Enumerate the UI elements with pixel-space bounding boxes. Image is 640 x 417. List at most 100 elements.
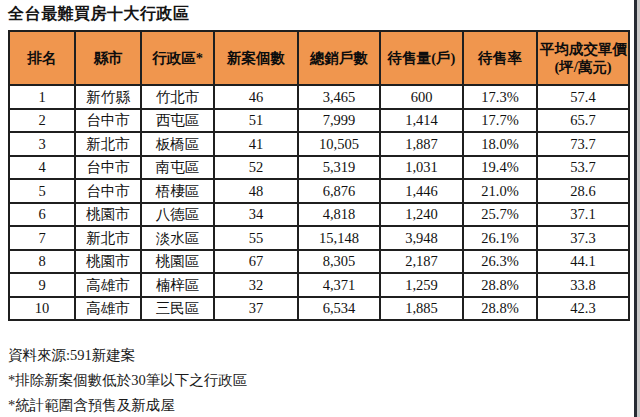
cell-unsold-rate: 18.0%: [463, 132, 537, 156]
col-header-district: 行政區*: [141, 31, 214, 85]
table-row: 5 台中市 梧棲區 48 6,876 1,446 21.0% 28.6: [9, 179, 629, 203]
cell-rank: 3: [9, 132, 75, 156]
cell-avg-price: 73.7: [537, 132, 629, 156]
cell-new-cases: 34: [214, 203, 298, 227]
cell-unsold-units: 600: [380, 85, 463, 109]
cell-rank: 9: [9, 273, 75, 297]
col-header-unsold-rate: 待售率: [463, 31, 537, 85]
cell-unsold-rate: 21.0%: [463, 179, 537, 203]
cell-new-cases: 37: [214, 297, 298, 321]
cell-avg-price: 37.3: [537, 226, 629, 250]
footnote-scope: *統計範圍含預售及新成屋: [8, 396, 175, 415]
table-row: 10 高雄市 三民區 37 6,534 1,885 28.8% 42.3: [9, 297, 629, 321]
cell-total-units: 15,148: [298, 226, 380, 250]
cell-total-units: 6,534: [298, 297, 380, 321]
cell-rank: 4: [9, 156, 75, 180]
col-header-avg-price: 平均成交單價 (坪/萬元): [537, 31, 629, 85]
cell-new-cases: 67: [214, 250, 298, 274]
col-header-sublabel: (坪/萬元): [540, 58, 626, 76]
cell-district: 楠梓區: [141, 273, 214, 297]
cell-unsold-units: 1,887: [380, 132, 463, 156]
cell-new-cases: 51: [214, 109, 298, 133]
cell-district: 淡水區: [141, 226, 214, 250]
cell-rank: 8: [9, 250, 75, 274]
col-header-label: 行政區*: [152, 50, 203, 66]
cell-new-cases: 48: [214, 179, 298, 203]
table-row: 8 桃園市 桃園區 67 8,305 2,187 26.3% 44.1: [9, 250, 629, 274]
col-header-label: 平均成交單價: [540, 40, 626, 58]
table-body: 1 新竹縣 竹北市 46 3,465 600 17.3% 57.4 2 台中市 …: [9, 85, 629, 320]
cell-district: 八德區: [141, 203, 214, 227]
table-row: 4 台中市 南屯區 52 5,319 1,031 19.4% 53.7: [9, 156, 629, 180]
cell-rank: 5: [9, 179, 75, 203]
cell-county: 新北市: [75, 226, 141, 250]
cell-district: 梧棲區: [141, 179, 214, 203]
col-header-label: 總銷戶數: [310, 50, 368, 66]
cell-unsold-rate: 17.3%: [463, 85, 537, 109]
ranking-table: 排名 縣市 行政區* 新案個數 總銷戶數 待售量(戶) 待售率 平均成交單價 (…: [8, 30, 630, 321]
cell-avg-price: 42.3: [537, 297, 629, 321]
cell-new-cases: 55: [214, 226, 298, 250]
col-header-new-cases: 新案個數: [214, 31, 298, 85]
cell-unsold-units: 1,031: [380, 156, 463, 180]
cell-new-cases: 46: [214, 85, 298, 109]
cell-total-units: 4,818: [298, 203, 380, 227]
cell-total-units: 6,876: [298, 179, 380, 203]
cell-county: 台中市: [75, 156, 141, 180]
cell-unsold-rate: 28.8%: [463, 297, 537, 321]
cell-total-units: 4,371: [298, 273, 380, 297]
cell-unsold-units: 1,240: [380, 203, 463, 227]
col-header-county: 縣市: [75, 31, 141, 85]
cell-unsold-rate: 25.7%: [463, 203, 537, 227]
col-header-rank: 排名: [9, 31, 75, 85]
cell-district: 板橋區: [141, 132, 214, 156]
footnote-exclusion: *排除新案個數低於30筆以下之行政區: [8, 371, 247, 390]
cell-total-units: 10,505: [298, 132, 380, 156]
col-header-label: 待售量(戶): [388, 50, 456, 66]
header-row: 排名 縣市 行政區* 新案個數 總銷戶數 待售量(戶) 待售率 平均成交單價 (…: [9, 31, 629, 85]
col-header-unsold-units: 待售量(戶): [380, 31, 463, 85]
col-header-label: 縣市: [94, 50, 123, 66]
cell-total-units: 8,305: [298, 250, 380, 274]
cell-avg-price: 37.1: [537, 203, 629, 227]
cell-new-cases: 32: [214, 273, 298, 297]
cell-new-cases: 41: [214, 132, 298, 156]
cell-county: 高雄市: [75, 297, 141, 321]
cell-avg-price: 53.7: [537, 156, 629, 180]
cell-county: 新竹縣: [75, 85, 141, 109]
cell-unsold-units: 1,885: [380, 297, 463, 321]
cell-county: 高雄市: [75, 273, 141, 297]
col-header-label: 新案個數: [227, 50, 285, 66]
cell-avg-price: 33.8: [537, 273, 629, 297]
cell-district: 西屯區: [141, 109, 214, 133]
cell-avg-price: 28.6: [537, 179, 629, 203]
table-row: 9 高雄市 楠梓區 32 4,371 1,259 28.8% 33.8: [9, 273, 629, 297]
cell-avg-price: 44.1: [537, 250, 629, 274]
cell-county: 台中市: [75, 109, 141, 133]
cell-total-units: 7,999: [298, 109, 380, 133]
cell-unsold-units: 1,259: [380, 273, 463, 297]
cell-unsold-units: 1,446: [380, 179, 463, 203]
table-row: 1 新竹縣 竹北市 46 3,465 600 17.3% 57.4: [9, 85, 629, 109]
table-row: 6 桃園市 八德區 34 4,818 1,240 25.7% 37.1: [9, 203, 629, 227]
cell-total-units: 5,319: [298, 156, 380, 180]
cell-total-units: 3,465: [298, 85, 380, 109]
cell-district: 南屯區: [141, 156, 214, 180]
cell-new-cases: 52: [214, 156, 298, 180]
cell-rank: 1: [9, 85, 75, 109]
cell-rank: 10: [9, 297, 75, 321]
col-header-label: 待售率: [478, 50, 522, 66]
cell-unsold-units: 2,187: [380, 250, 463, 274]
cell-unsold-units: 1,414: [380, 109, 463, 133]
cell-rank: 7: [9, 226, 75, 250]
cell-rank: 6: [9, 203, 75, 227]
cell-district: 竹北市: [141, 85, 214, 109]
cell-avg-price: 57.4: [537, 85, 629, 109]
cell-county: 台中市: [75, 179, 141, 203]
table-header: 排名 縣市 行政區* 新案個數 總銷戶數 待售量(戶) 待售率 平均成交單價 (…: [9, 31, 629, 85]
cell-rank: 2: [9, 109, 75, 133]
col-header-total-units: 總銷戶數: [298, 31, 380, 85]
table-row: 7 新北市 淡水區 55 15,148 3,948 26.1% 37.3: [9, 226, 629, 250]
cell-county: 桃園市: [75, 203, 141, 227]
col-header-label: 排名: [28, 50, 57, 66]
